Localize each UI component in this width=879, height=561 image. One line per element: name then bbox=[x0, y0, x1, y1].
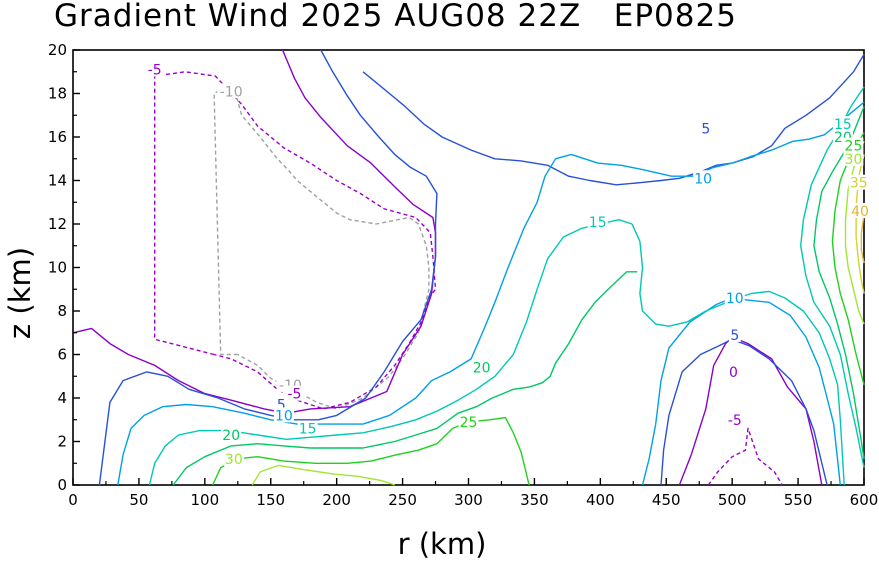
y-axis-title: z (km) bbox=[3, 247, 37, 339]
contour-label: 5 bbox=[277, 398, 286, 414]
contour-label-bg bbox=[832, 115, 853, 131]
contour-label: 20 bbox=[222, 428, 240, 444]
y-tick-label: 0 bbox=[57, 476, 67, 494]
x-tick-label: 550 bbox=[784, 491, 813, 509]
contour-label: 10 bbox=[275, 408, 293, 424]
y-tick-label: 8 bbox=[57, 302, 67, 320]
contour-line bbox=[72, 49, 437, 414]
contour-label-bg bbox=[724, 411, 745, 427]
contour-label: 5 bbox=[730, 328, 739, 344]
contour-label: -5 bbox=[728, 413, 742, 429]
contour-label: 30 bbox=[225, 452, 243, 468]
contour-label: 20 bbox=[473, 361, 491, 377]
x-axis-title: r (km) bbox=[398, 527, 487, 561]
x-tick-label: 500 bbox=[718, 491, 747, 509]
x-tick-label: 200 bbox=[322, 491, 351, 509]
contour-line bbox=[251, 464, 395, 486]
x-tick-label: 150 bbox=[256, 491, 285, 509]
contour-label: 5 bbox=[701, 121, 710, 137]
y-tick-label: 4 bbox=[57, 389, 67, 407]
contour-line bbox=[831, 132, 865, 386]
contour-label-bg bbox=[727, 363, 740, 379]
x-tick-label: 250 bbox=[388, 491, 417, 509]
y-tick-label: 20 bbox=[48, 41, 67, 59]
contour-label: -5 bbox=[287, 387, 301, 403]
y-tick-label: 18 bbox=[48, 85, 67, 103]
contour-label-bg bbox=[458, 413, 479, 429]
x-tick-label: 0 bbox=[68, 491, 78, 509]
y-tick-label: 12 bbox=[48, 215, 67, 233]
x-tick-label: 350 bbox=[520, 491, 549, 509]
contour-line bbox=[707, 427, 783, 486]
contour-label-bg bbox=[297, 420, 318, 436]
contour-label-bg bbox=[843, 150, 864, 166]
contour-line bbox=[117, 101, 865, 486]
contour-label: 10 bbox=[694, 171, 712, 187]
x-tick-label: 300 bbox=[454, 491, 483, 509]
contour-label-bg bbox=[693, 170, 714, 186]
contour-label-bg bbox=[273, 407, 294, 423]
contour-label-bg bbox=[843, 137, 864, 153]
contour-label: 0 bbox=[729, 365, 738, 381]
contour-label-bg bbox=[223, 450, 244, 466]
contour-line bbox=[172, 271, 638, 486]
x-tick-label: 450 bbox=[652, 491, 681, 509]
contour-line bbox=[860, 215, 865, 264]
y-tick-label: 10 bbox=[48, 259, 67, 277]
contour-line bbox=[678, 336, 823, 486]
x-tick-label: 100 bbox=[191, 491, 220, 509]
contour-label-bg bbox=[587, 213, 608, 229]
contour-line bbox=[362, 54, 865, 186]
contour-line bbox=[154, 71, 437, 410]
contour-line bbox=[98, 49, 438, 486]
contour-label-bg bbox=[471, 359, 492, 375]
x-tick-label: 600 bbox=[850, 491, 879, 509]
axis-ticks: 0 50 100 150 200 250 300 350 400 450 500 550 6000246… bbox=[48, 41, 878, 509]
x-tick-label: 400 bbox=[586, 491, 615, 509]
contour-label: 40 bbox=[851, 204, 869, 220]
contour-line bbox=[844, 141, 865, 325]
contour-label-bg bbox=[699, 120, 712, 136]
contour-label-bg bbox=[728, 326, 741, 342]
x-tick-label: 50 bbox=[129, 491, 148, 509]
y-tick-label: 6 bbox=[57, 346, 67, 364]
contour-label-bg bbox=[221, 426, 242, 442]
contour-label-bg bbox=[850, 202, 871, 218]
contour-label: -10 bbox=[220, 84, 243, 100]
contour-line bbox=[212, 416, 530, 486]
y-tick-label: 14 bbox=[48, 172, 67, 190]
contour-label-bg bbox=[724, 289, 745, 305]
contour-label: 30 bbox=[845, 152, 863, 168]
contour-label-layer: -10-5-10-55101520302520151051050-5152025… bbox=[144, 61, 871, 468]
contour-label-bg bbox=[144, 61, 165, 77]
contour-label-bg bbox=[217, 83, 246, 99]
contour-label: 15 bbox=[299, 421, 317, 437]
contour-line bbox=[213, 81, 430, 410]
contour-label: -5 bbox=[148, 63, 162, 79]
contour-label: 10 bbox=[726, 291, 744, 307]
contour-label: 15 bbox=[834, 117, 852, 133]
contour-line bbox=[148, 219, 845, 486]
contour-label: 25 bbox=[460, 415, 478, 431]
y-tick-label: 16 bbox=[48, 128, 67, 146]
contour-label: 35 bbox=[850, 176, 868, 192]
contour-line bbox=[813, 106, 865, 460]
contour-label: 25 bbox=[845, 139, 863, 155]
contour-label-bg bbox=[848, 174, 869, 190]
contour-label-bg bbox=[284, 385, 305, 401]
y-tick-label: 2 bbox=[57, 433, 67, 451]
chart-title: Gradient Wind 2025 AUG08 22Z EP0825 bbox=[54, 0, 737, 34]
contour-label: 15 bbox=[589, 215, 607, 231]
